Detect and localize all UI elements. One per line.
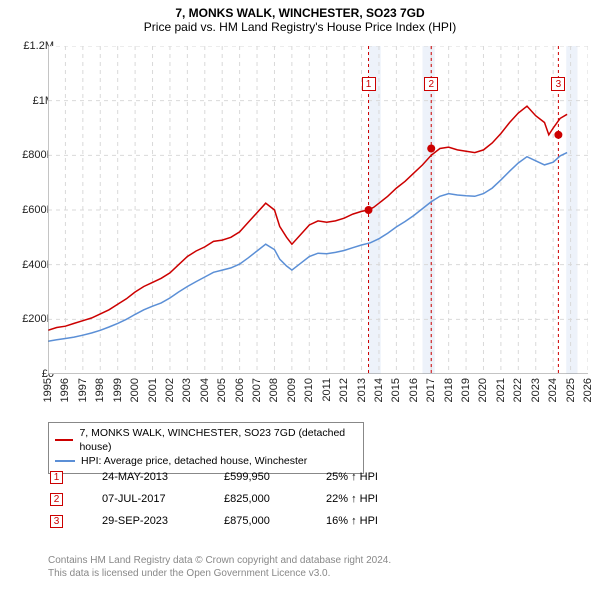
- sale-marker-icon: 2: [50, 493, 63, 506]
- x-tick-label: 2018: [443, 378, 455, 402]
- sale-marker-icon: 1: [50, 471, 63, 484]
- x-tick-label: 2023: [530, 378, 542, 402]
- x-tick-label: 2012: [338, 378, 350, 402]
- x-tick-label: 2025: [565, 378, 577, 402]
- sale-marker-3: 3: [551, 77, 565, 91]
- x-tick-label: 2024: [547, 378, 559, 402]
- chart-title: 7, MONKS WALK, WINCHESTER, SO23 7GD Pric…: [0, 0, 600, 38]
- x-tick-label: 1996: [59, 378, 71, 402]
- x-tick-label: 2017: [425, 378, 437, 402]
- sales-table: 1 24-MAY-2013£599,95025% ↑ HPI 2 07-JUL-201…: [48, 466, 446, 532]
- x-tick-label: 2014: [373, 378, 385, 402]
- sale-hpi-delta: 22% ↑ HPI: [326, 493, 446, 505]
- x-tick-label: 2011: [321, 378, 333, 402]
- x-tick-label: 2015: [390, 378, 402, 402]
- x-tick-label: 2003: [181, 378, 193, 402]
- x-tick-label: 2002: [164, 378, 176, 402]
- x-tick-label: 2008: [268, 378, 280, 402]
- x-tick-label: 2026: [582, 378, 594, 402]
- sale-price: £599,950: [224, 471, 326, 483]
- sale-date: 07-JUL-2017: [102, 493, 224, 505]
- legend-swatch: [55, 439, 73, 441]
- x-tick-label: 2000: [129, 378, 141, 402]
- x-tick-label: 2016: [408, 378, 420, 402]
- sale-hpi-delta: 16% ↑ HPI: [326, 515, 446, 527]
- x-tick-label: 2013: [356, 378, 368, 402]
- sale-row: 3 29-SEP-2023£875,00016% ↑ HPI: [48, 510, 446, 532]
- footnote-line1: Contains HM Land Registry data © Crown c…: [48, 554, 391, 567]
- legend-label: 7, MONKS WALK, WINCHESTER, SO23 7GD (det…: [79, 426, 357, 454]
- x-tick-label: 2009: [286, 378, 298, 402]
- title-line2: Price paid vs. HM Land Registry's House …: [0, 20, 600, 34]
- sale-marker-2: 2: [424, 77, 438, 91]
- x-tick-label: 2010: [303, 378, 315, 402]
- attribution-footnote: Contains HM Land Registry data © Crown c…: [48, 554, 391, 580]
- sale-price: £875,000: [224, 515, 326, 527]
- sale-marker-icon: 3: [50, 515, 63, 528]
- x-tick-label: 1995: [42, 378, 54, 402]
- x-tick-label: 2004: [199, 378, 211, 402]
- x-tick-label: 2020: [477, 378, 489, 402]
- x-tick-label: 2005: [216, 378, 228, 402]
- sale-hpi-delta: 25% ↑ HPI: [326, 471, 446, 483]
- x-tick-label: 2001: [147, 378, 159, 402]
- legend-item: 7, MONKS WALK, WINCHESTER, SO23 7GD (det…: [55, 426, 357, 454]
- legend-swatch: [55, 460, 75, 462]
- title-line1: 7, MONKS WALK, WINCHESTER, SO23 7GD: [0, 6, 600, 20]
- sale-row: 2 07-JUL-2017£825,00022% ↑ HPI: [48, 488, 446, 510]
- line-chart: [48, 46, 588, 374]
- x-tick-label: 2021: [495, 378, 507, 402]
- chart-plot-area: 1 2 3: [48, 46, 588, 374]
- x-tick-label: 2019: [460, 378, 472, 402]
- sale-date: 24-MAY-2013: [102, 471, 224, 483]
- x-tick-label: 1998: [94, 378, 106, 402]
- sale-row: 1 24-MAY-2013£599,95025% ↑ HPI: [48, 466, 446, 488]
- x-tick-label: 2006: [234, 378, 246, 402]
- sale-date: 29-SEP-2023: [102, 515, 224, 527]
- x-tick-label: 1999: [112, 378, 124, 402]
- x-tick-label: 2022: [512, 378, 524, 402]
- x-tick-label: 1997: [77, 378, 89, 402]
- footnote-line2: This data is licensed under the Open Gov…: [48, 567, 391, 580]
- sale-price: £825,000: [224, 493, 326, 505]
- x-tick-label: 2007: [251, 378, 263, 402]
- sale-marker-1: 1: [362, 77, 376, 91]
